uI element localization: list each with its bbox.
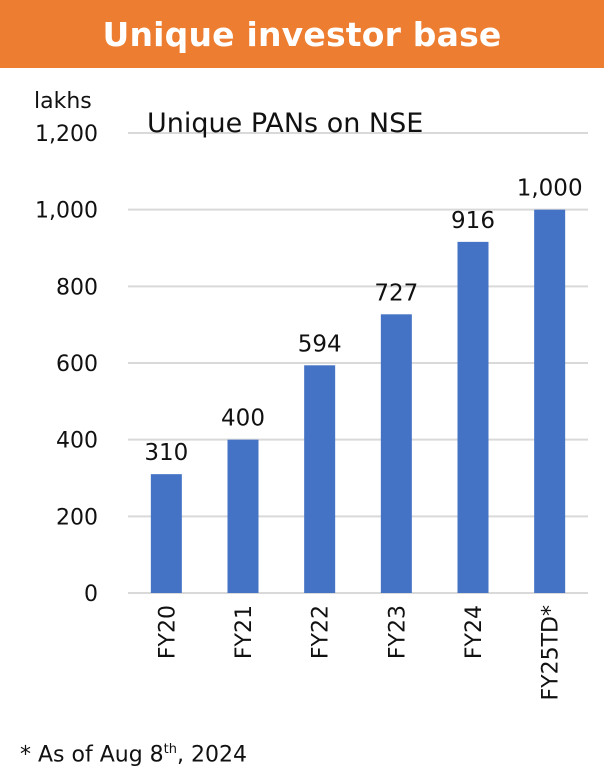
x-tick-label: FY23 bbox=[385, 605, 410, 659]
data-label: 1,000 bbox=[517, 176, 583, 202]
x-tick-label: FY25TD* bbox=[539, 605, 564, 700]
data-label: 727 bbox=[374, 280, 418, 306]
footnote-sup: th bbox=[163, 742, 177, 757]
footnote-prefix: * As of Aug 8 bbox=[20, 742, 164, 768]
footnote-suffix: , 2024 bbox=[177, 742, 247, 768]
footnote: * As of Aug 8th, 2024 bbox=[20, 742, 247, 767]
data-label: 916 bbox=[451, 208, 495, 234]
data-label: 594 bbox=[298, 331, 342, 357]
header-title: Unique investor base bbox=[102, 14, 502, 54]
y-unit-label: lakhs bbox=[34, 89, 92, 114]
bar-fy25td bbox=[534, 209, 566, 593]
data-labels: 310 400 594 727 916 1,000 bbox=[144, 176, 582, 467]
data-label: 400 bbox=[221, 406, 265, 432]
gridlines bbox=[128, 132, 588, 594]
y-tick-label: 0 bbox=[84, 582, 98, 607]
bar-fy24 bbox=[457, 241, 489, 593]
bar-fy22 bbox=[304, 365, 336, 593]
y-tick-label: 1,000 bbox=[35, 199, 98, 224]
x-tick-label: FY21 bbox=[232, 605, 257, 659]
x-tick-label: FY22 bbox=[309, 605, 334, 659]
x-tick-labels: FY20 FY21 FY22 FY23 FY24 FY25TD* bbox=[155, 605, 563, 700]
chart-title: Unique PANs on NSE bbox=[147, 108, 423, 139]
bar-chart: 0 200 400 600 800 1,000 1,200 310 400 594 727 916 1… bbox=[34, 89, 588, 700]
bars bbox=[150, 209, 566, 593]
y-tick-label: 600 bbox=[56, 352, 98, 377]
y-tick-label: 400 bbox=[56, 429, 98, 454]
header-banner: Unique investor base bbox=[0, 0, 604, 68]
x-tick-label: FY20 bbox=[155, 605, 180, 659]
y-tick-label: 1,200 bbox=[35, 122, 98, 147]
y-tick-label: 800 bbox=[56, 275, 98, 300]
bar-fy20 bbox=[150, 474, 182, 593]
y-tick-labels: 0 200 400 600 800 1,000 1,200 bbox=[35, 122, 98, 607]
y-tick-label: 200 bbox=[56, 505, 98, 530]
bar-fy21 bbox=[227, 439, 259, 593]
data-label: 310 bbox=[144, 440, 188, 466]
x-tick-label: FY24 bbox=[462, 605, 487, 659]
bar-fy23 bbox=[380, 314, 412, 593]
